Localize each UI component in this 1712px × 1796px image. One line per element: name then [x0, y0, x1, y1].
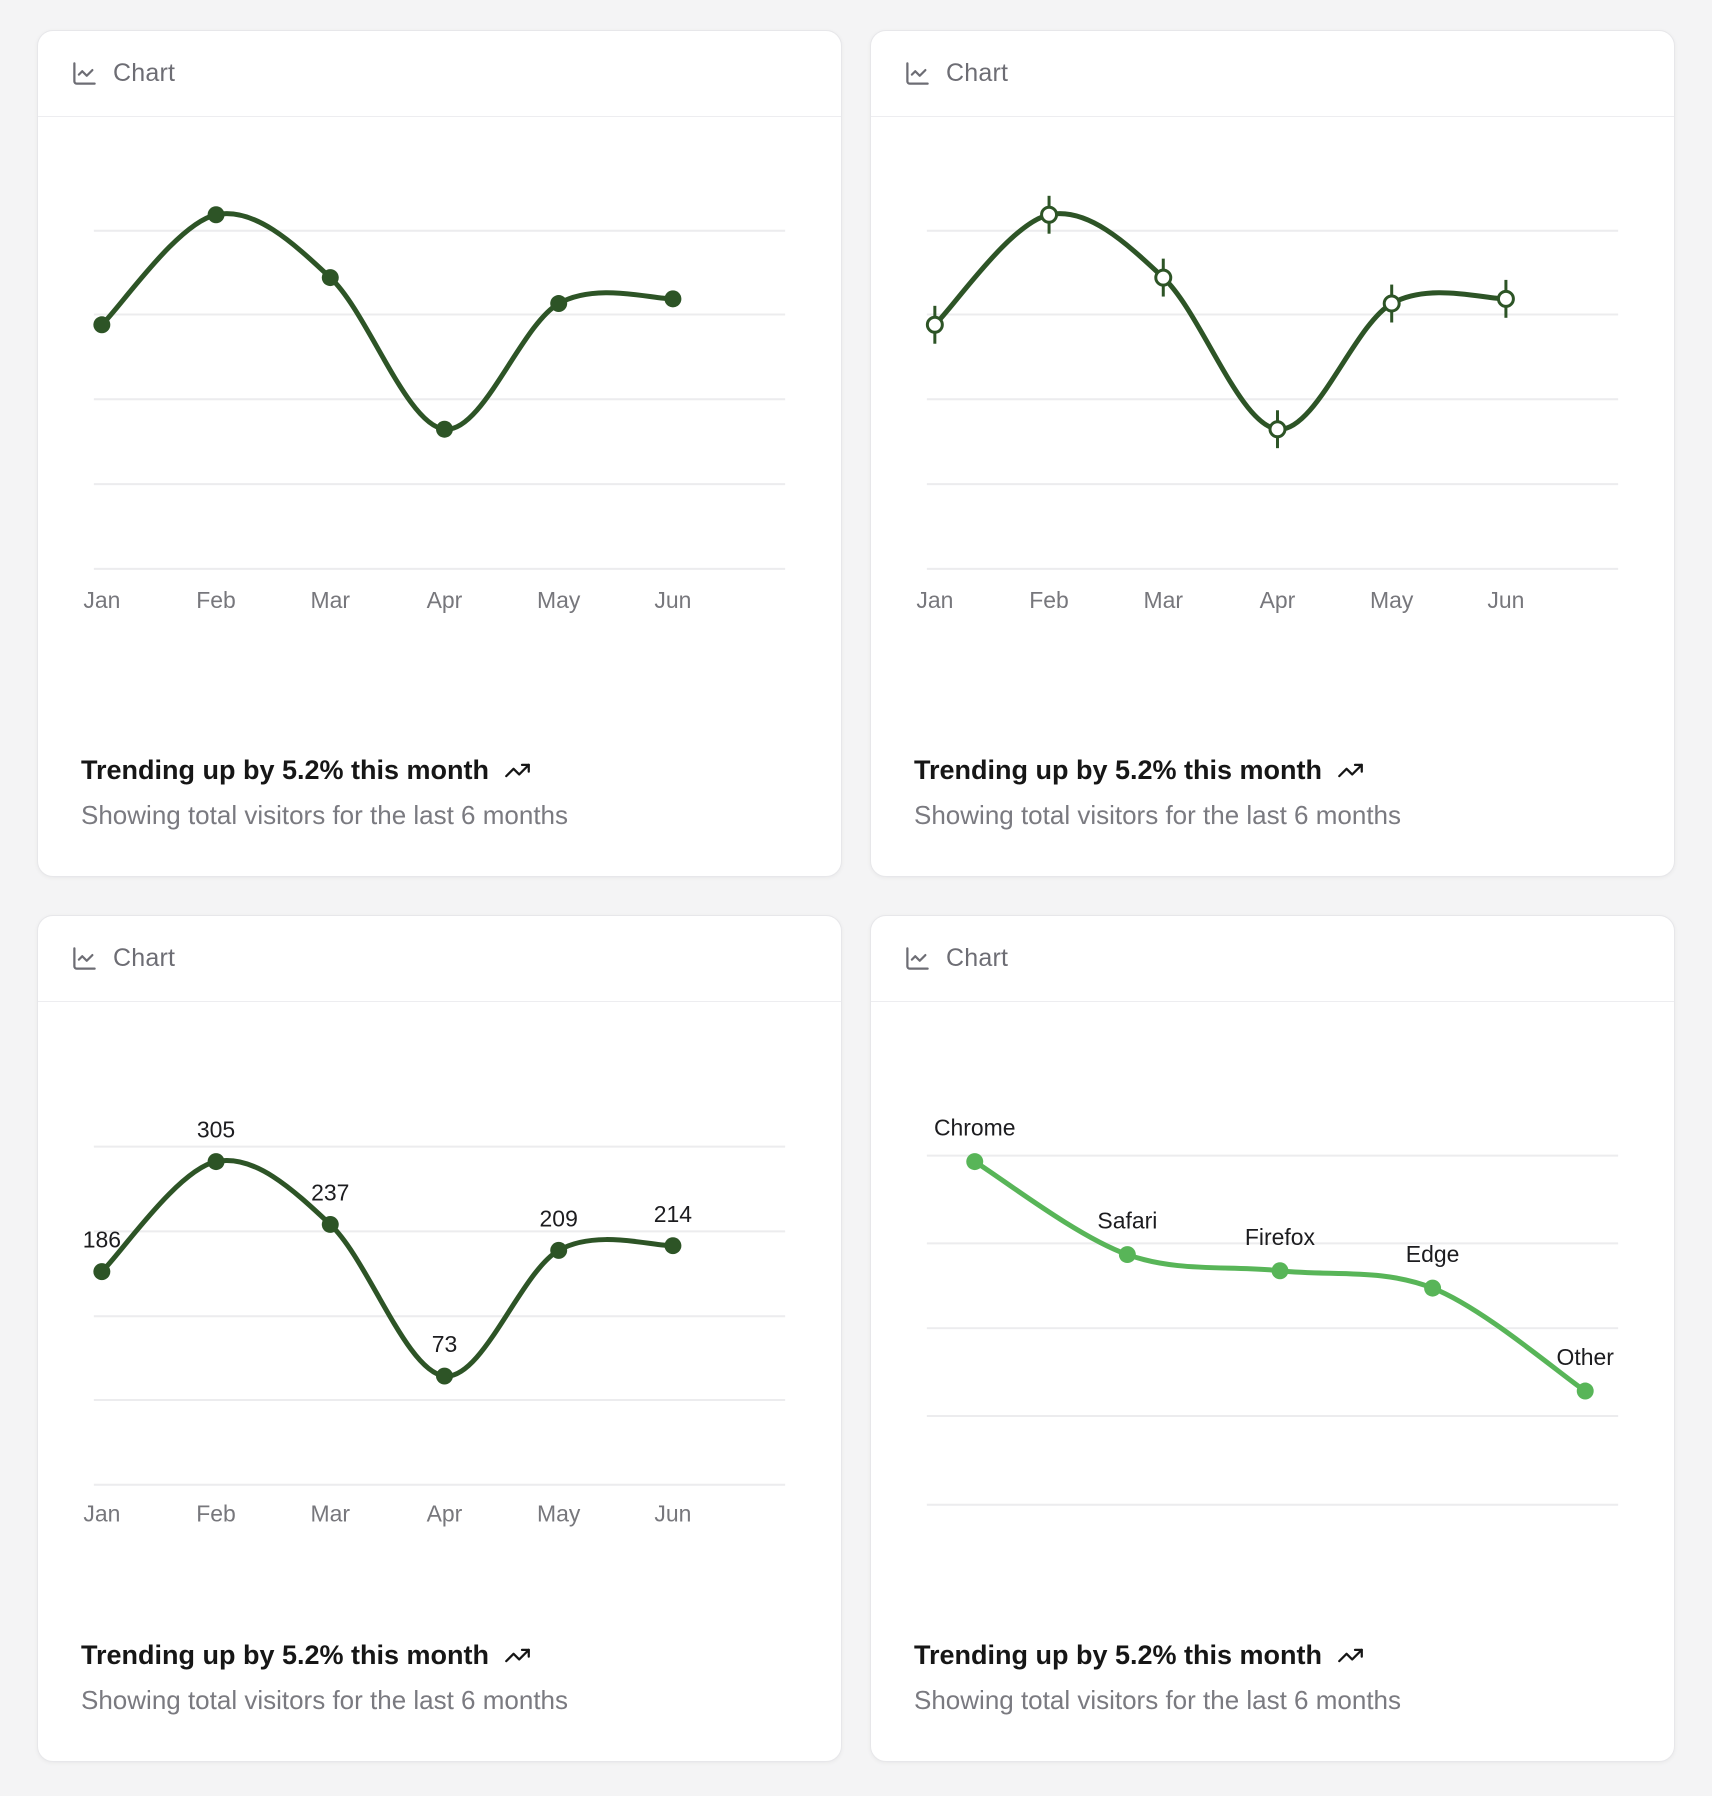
x-axis-label: Mar	[311, 1501, 351, 1527]
point-label: 73	[432, 1331, 458, 1357]
card-header: Chart	[38, 31, 841, 117]
grid-lines	[926, 1154, 1619, 1506]
chart-card-browsers: Chart Chrome Safari Firefox Edge Other Trend…	[870, 915, 1675, 1762]
point-label: 237	[311, 1180, 349, 1206]
data-point[interactable]	[321, 269, 339, 287]
data-point[interactable]	[1268, 420, 1287, 439]
data-point[interactable]	[1271, 1262, 1289, 1280]
point-label: Other	[1557, 1344, 1615, 1370]
data-point[interactable]	[925, 315, 944, 334]
chart-line-icon	[904, 945, 931, 972]
x-axis-label: Apr	[1260, 587, 1296, 613]
data-point[interactable]	[207, 206, 225, 224]
x-axis-label: Jan	[83, 587, 120, 613]
x-axis-label: Feb	[1029, 587, 1069, 613]
trend-text: Trending up by 5.2% this month	[81, 755, 490, 785]
point-label: 305	[197, 1117, 235, 1143]
trend-text: Trending up by 5.2% this month	[914, 755, 1323, 785]
data-point[interactable]	[1118, 1246, 1136, 1264]
data-point[interactable]	[436, 420, 453, 438]
card-footer: Trending up by 5.2% this month Showing t…	[871, 1640, 1674, 1761]
card-footer: Trending up by 5.2% this month Showing t…	[871, 755, 1674, 876]
card-header: Chart	[871, 916, 1674, 1002]
data-point[interactable]	[1424, 1279, 1442, 1297]
card-title: Chart	[946, 944, 1009, 972]
card-footer: Trending up by 5.2% this month Showing t…	[38, 1640, 841, 1761]
data-point[interactable]	[664, 1237, 682, 1255]
x-axis-label: May	[537, 587, 581, 613]
trending-up-icon	[1337, 757, 1364, 784]
grid-lines	[926, 229, 1619, 570]
data-point[interactable]	[321, 1215, 339, 1233]
point-label: Safari	[1097, 1208, 1157, 1234]
card-header: Chart	[38, 916, 841, 1002]
data-point[interactable]	[664, 290, 682, 308]
chart-card-labels: Chart 186 305 237 73 209 214 Jan Feb Mar Apr May Ju…	[37, 915, 842, 1762]
line-chart[interactable]: 186 305 237 73 209 214 Jan Feb Mar Apr May Jun	[38, 1002, 841, 1553]
x-axis-label: Jun	[654, 1501, 691, 1527]
x-axis-label: May	[1370, 587, 1414, 613]
point-label: 209	[540, 1205, 578, 1231]
x-axis-label: Apr	[427, 587, 463, 613]
data-point[interactable]	[93, 1263, 111, 1281]
point-label: Chrome	[934, 1115, 1016, 1141]
x-axis-label: Feb	[196, 587, 236, 613]
line-path	[99, 1158, 676, 1379]
chart-description: Showing total visitors for the last 6 mo…	[914, 800, 1402, 830]
chart-card-dots: Chart Jan Feb Mar Apr May Jun Trending up by …	[37, 30, 842, 877]
data-point[interactable]	[1382, 294, 1401, 313]
x-axis-label: Jun	[654, 587, 691, 613]
trend-text: Trending up by 5.2% this month	[81, 1640, 490, 1670]
card-footer: Trending up by 5.2% this month Showing t…	[38, 755, 841, 876]
x-axis-label: Jan	[916, 587, 953, 613]
data-point[interactable]	[207, 1153, 225, 1171]
data-point[interactable]	[436, 1367, 453, 1385]
chart-line-icon	[904, 60, 931, 87]
chart-line-icon	[71, 945, 98, 972]
line-chart[interactable]: Jan Feb Mar Apr May Jun	[871, 117, 1674, 636]
point-label: Edge	[1406, 1241, 1460, 1267]
chart-description: Showing total visitors for the last 6 mo…	[81, 1685, 569, 1715]
x-axis-label: May	[537, 1501, 581, 1527]
x-axis-label: Jan	[83, 1501, 120, 1527]
trend-text: Trending up by 5.2% this month	[914, 1640, 1323, 1670]
trending-up-icon	[1337, 1642, 1364, 1669]
line-chart[interactable]: Jan Feb Mar Apr May Jun	[38, 117, 841, 636]
trending-up-icon	[504, 1642, 531, 1669]
point-label: Firefox	[1245, 1224, 1316, 1250]
x-axis-label: Mar	[1144, 587, 1184, 613]
card-header: Chart	[871, 31, 1674, 117]
data-point[interactable]	[1576, 1382, 1594, 1400]
data-point[interactable]	[1496, 289, 1515, 308]
line-path	[99, 211, 676, 432]
card-title: Chart	[113, 944, 176, 972]
data-point[interactable]	[550, 1241, 568, 1259]
data-point[interactable]	[1040, 205, 1059, 224]
line-path	[932, 211, 1509, 432]
x-axis-label: Jun	[1487, 587, 1524, 613]
card-title: Chart	[946, 59, 1009, 87]
grid-lines	[93, 1145, 786, 1486]
x-axis-label: Feb	[196, 1501, 236, 1527]
data-point[interactable]	[1154, 268, 1173, 287]
trending-up-icon	[504, 757, 531, 784]
data-point[interactable]	[550, 295, 568, 313]
card-title: Chart	[113, 59, 176, 87]
grid-lines	[93, 229, 786, 570]
x-axis-label: Apr	[427, 1501, 463, 1527]
point-label: 214	[654, 1201, 693, 1227]
chart-card-custom-dots: Chart Jan Feb Mar Apr May Jun Trending up by …	[870, 30, 1675, 877]
chart-description: Showing total visitors for the last 6 mo…	[81, 800, 569, 830]
point-label: 186	[83, 1227, 121, 1253]
data-point[interactable]	[93, 316, 111, 334]
chart-line-icon	[71, 60, 98, 87]
data-point[interactable]	[966, 1153, 984, 1171]
line-chart[interactable]: Chrome Safari Firefox Edge Other	[871, 1002, 1674, 1541]
chart-description: Showing total visitors for the last 6 mo…	[914, 1685, 1402, 1715]
x-axis-label: Mar	[311, 587, 351, 613]
